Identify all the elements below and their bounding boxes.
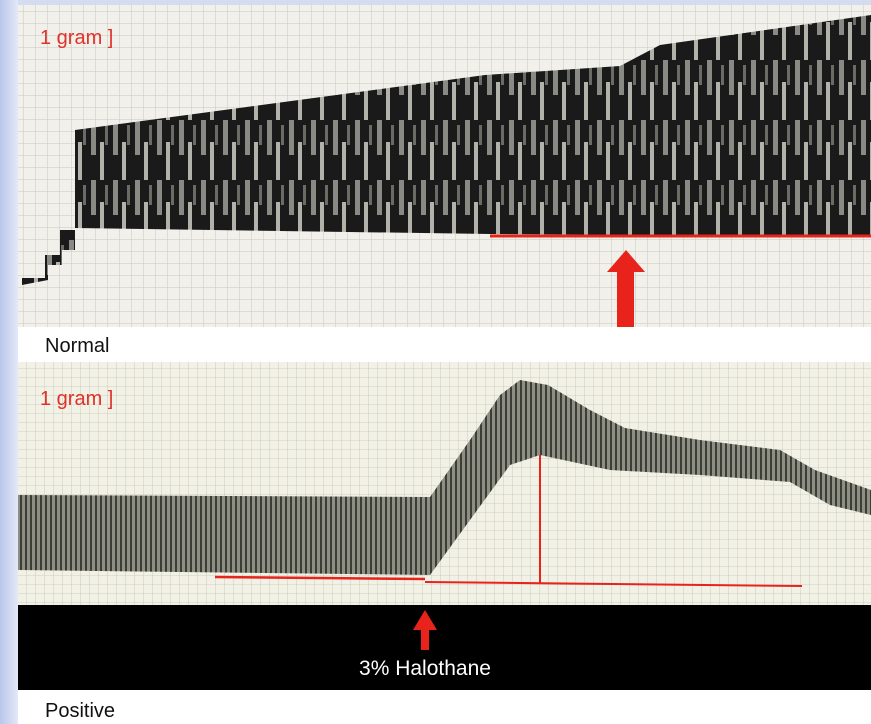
figure: 1 gram ] Normal 1 gram ] 3% Halothane Po… [0, 0, 871, 724]
scale-label: 1 gram ] [40, 388, 113, 410]
top-band [18, 0, 871, 5]
normal-panel: 1 gram ] [18, 5, 871, 327]
caption: Normal [45, 335, 109, 357]
positive-panel: 1 gram ] [18, 362, 871, 605]
left-band [0, 0, 18, 724]
caption: Positive [45, 700, 115, 722]
marker-label: 3% Halothane [359, 657, 491, 680]
scale-label: 1 gram ] [40, 27, 113, 49]
page: 1 gram ] Normal 1 gram ] 3% Halothane Po… [0, 0, 871, 724]
